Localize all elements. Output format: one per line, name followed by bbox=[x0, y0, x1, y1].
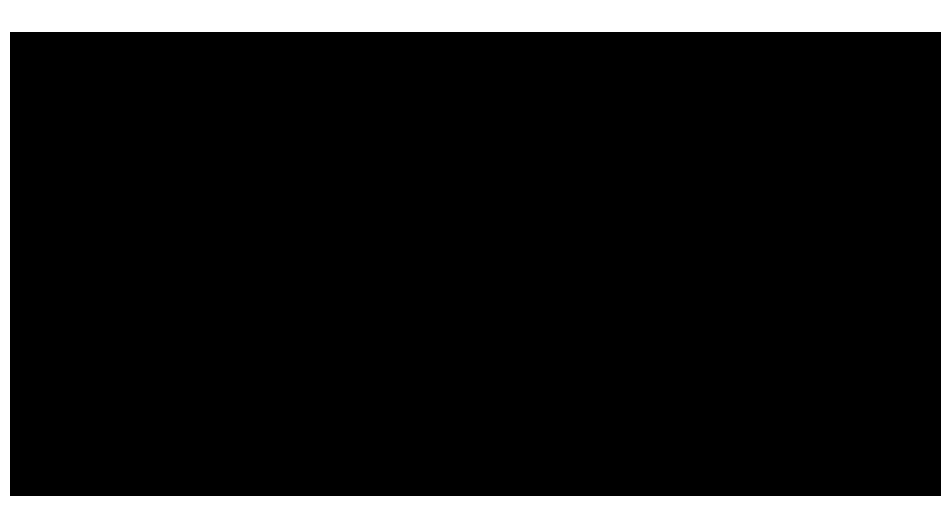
word-cloud-svg bbox=[10, 32, 941, 496]
word-cloud-canvas bbox=[10, 32, 941, 496]
